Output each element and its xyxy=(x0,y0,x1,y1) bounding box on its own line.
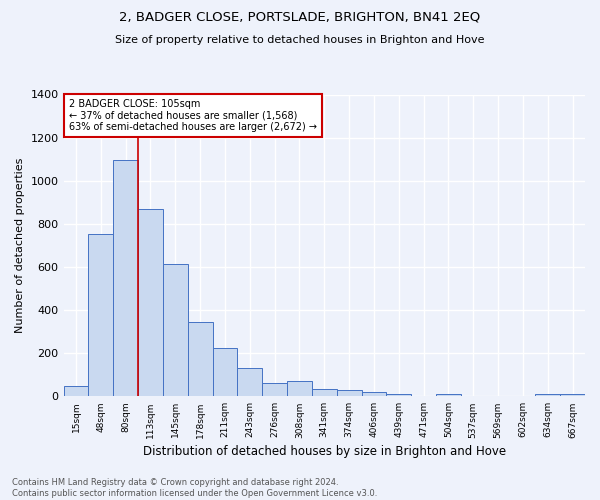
Text: Contains HM Land Registry data © Crown copyright and database right 2024.
Contai: Contains HM Land Registry data © Crown c… xyxy=(12,478,377,498)
Bar xyxy=(436,394,461,396)
Bar xyxy=(88,234,113,396)
Bar xyxy=(64,386,88,396)
Bar xyxy=(312,390,337,396)
Bar xyxy=(238,368,262,396)
Bar xyxy=(212,348,238,397)
Bar xyxy=(163,264,188,396)
Bar xyxy=(113,160,138,396)
Bar xyxy=(262,383,287,396)
Bar xyxy=(188,322,212,396)
Bar xyxy=(386,394,411,396)
Text: Size of property relative to detached houses in Brighton and Hove: Size of property relative to detached ho… xyxy=(115,35,485,45)
Y-axis label: Number of detached properties: Number of detached properties xyxy=(15,158,25,333)
Bar xyxy=(287,381,312,396)
Bar xyxy=(337,390,362,396)
Bar xyxy=(362,392,386,396)
Bar xyxy=(138,209,163,396)
Text: 2, BADGER CLOSE, PORTSLADE, BRIGHTON, BN41 2EQ: 2, BADGER CLOSE, PORTSLADE, BRIGHTON, BN… xyxy=(119,10,481,23)
Text: 2 BADGER CLOSE: 105sqm
← 37% of detached houses are smaller (1,568)
63% of semi-: 2 BADGER CLOSE: 105sqm ← 37% of detached… xyxy=(69,99,317,132)
Bar xyxy=(560,394,585,396)
X-axis label: Distribution of detached houses by size in Brighton and Hove: Distribution of detached houses by size … xyxy=(143,444,506,458)
Bar xyxy=(535,394,560,396)
